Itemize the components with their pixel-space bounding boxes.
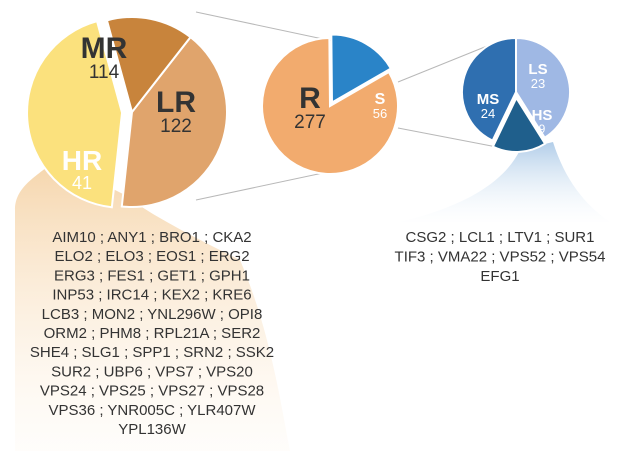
- gene-list-line: SUR2 ; UBP6 ; VPS7 ; VPS20: [51, 363, 253, 380]
- slice-value-hr: 41: [72, 173, 92, 193]
- gene-list-line: VPS24 ; VPS25 ; VPS27 ; VPS28: [40, 383, 264, 400]
- slice-value-r: 277: [294, 112, 326, 133]
- gene-list-line: YPL136W: [118, 421, 186, 438]
- slice-label-lr: LR: [156, 86, 196, 119]
- gene-list-line: EFG1: [480, 268, 519, 285]
- slice-label-mr: MR: [81, 32, 128, 65]
- gene-list-line: INP53 ; IRC14 ; KEX2 ; KRE6: [52, 287, 251, 304]
- slice-value-mr: 114: [89, 62, 120, 83]
- slice-label-ls: LS: [528, 61, 547, 78]
- gene-list-line: ORM2 ; PHM8 ; RPL21A ; SER2: [44, 325, 261, 342]
- gene-list-line: VPS36 ; YNR005C ; YLR407W: [48, 402, 256, 419]
- slice-value-ms: 24: [481, 106, 495, 121]
- gene-list-hs: CSG2 ; LCL1 ; LTV1 ; SUR1 TIF3 ; VMA22 ; …: [395, 229, 606, 285]
- pie-slice-mr: [120, 35, 228, 208]
- pie-slice-hs: [491, 95, 547, 153]
- gene-list-line: SHE4 ; SLG1 ; SPP1 ; SRN2 ; SSK2: [30, 344, 274, 361]
- gene-list-line: ERG3 ; FES1 ; GET1 ; GPH1: [54, 267, 250, 284]
- pie-slice-lr: [26, 19, 124, 209]
- hs-callout-area: [400, 142, 610, 222]
- connector-line-top-left: [195, 11, 338, 43]
- pie-slice-ms: [461, 36, 517, 142]
- gene-list-line: LCB3 ; MON2 ; YNL296W ; OPI8: [42, 306, 263, 323]
- pie-slice-r: [261, 36, 399, 175]
- gene-list-line: CSG2 ; LCL1 ; LTV1 ; SUR1: [406, 229, 595, 246]
- pie-slice-s: [330, 33, 393, 105]
- slice-value-lr: 122: [160, 116, 192, 137]
- slice-value-ls: 23: [531, 76, 545, 91]
- slice-label-ms: MS: [477, 91, 500, 108]
- hr-callout-area: [15, 160, 290, 451]
- connector-line-bottom-right: [397, 127, 503, 149]
- gene-list-line: ELO2 ; ELO3 ; EOS1 ; ERG2: [54, 248, 249, 265]
- connector-line-bottom-left: [195, 169, 338, 201]
- gene-list-line: AIM10 ; ANY1 ; BRO1 ; CKA2: [52, 229, 251, 246]
- pie-slice-hr: [105, 16, 192, 115]
- slice-label-hr: HR: [62, 145, 102, 176]
- gene-list-hr: AIM10 ; ANY1 ; BRO1 ; CKA2 ELO2 ; ELO3 ; …: [30, 229, 274, 438]
- slice-value-hs: 9: [539, 122, 546, 136]
- pie-slice-ls: [515, 36, 571, 140]
- gene-list-line: TIF3 ; VMA22 ; VPS52 ; VPS54: [395, 249, 606, 266]
- slice-label-s: S: [375, 91, 386, 108]
- slice-label-hs: HS: [532, 107, 553, 124]
- slice-label-r: R: [299, 82, 321, 115]
- slice-value-s: 56: [373, 106, 387, 121]
